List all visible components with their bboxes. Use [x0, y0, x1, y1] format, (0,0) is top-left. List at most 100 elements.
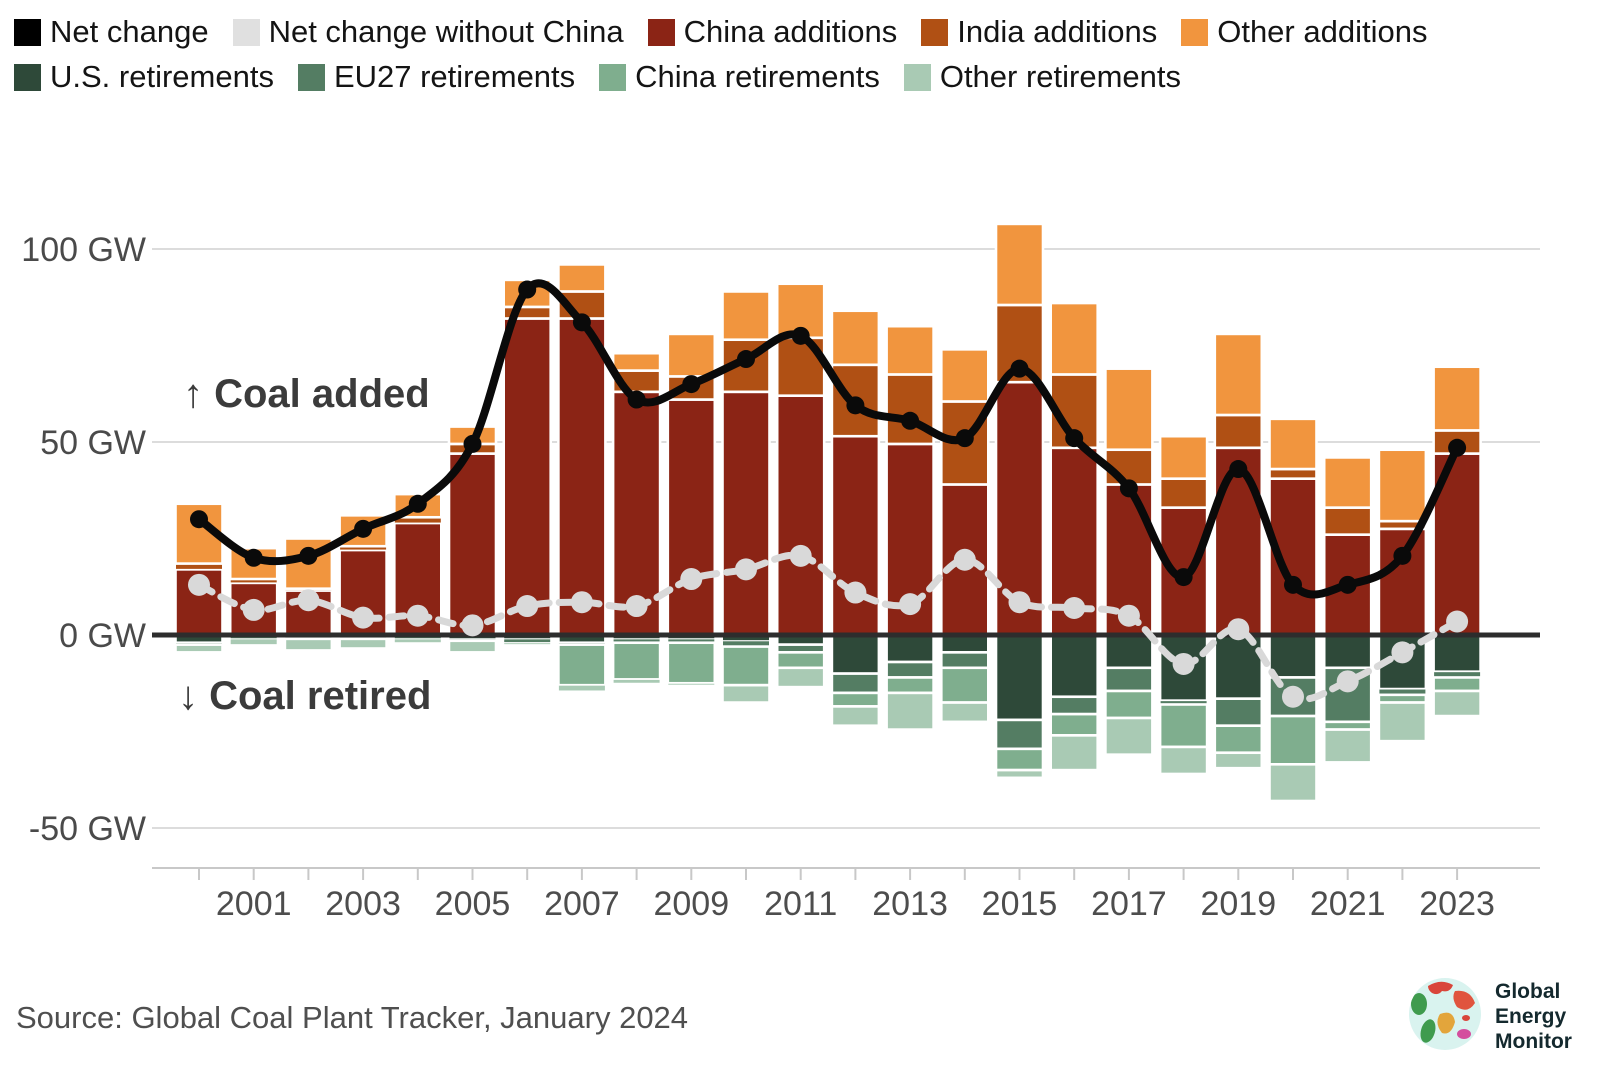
retirements-bar-segment [1268, 633, 1318, 679]
retirements-bar-segment [885, 660, 935, 679]
net-change-dot [846, 396, 865, 415]
additions-bar-segment [939, 348, 990, 403]
net-change-dot [627, 390, 646, 409]
retirements-bar-segment [283, 637, 334, 652]
x-axis-tick-label: 2019 [1200, 885, 1276, 923]
logo-text-line: Energy [1495, 1005, 1567, 1028]
net-change-without-china-dot [242, 598, 265, 621]
legend-swatch [232, 18, 260, 46]
net-change-dot [737, 350, 755, 369]
retirements-bar-segment [994, 718, 1045, 751]
y-axis-tick-label: 0 GW [59, 617, 146, 655]
x-axis-tick-label: 2001 [216, 885, 292, 923]
retirements-bar-segment [338, 637, 388, 650]
additions-bar-segment [1377, 527, 1428, 637]
retirements-bar-segment [1213, 697, 1264, 728]
retirements-bar-segment [503, 642, 552, 646]
retirements-bar-segment [1049, 695, 1099, 716]
net-change-dot [1010, 359, 1029, 378]
additions-bar-segment [1322, 506, 1373, 536]
additions-bar-segment [830, 434, 881, 637]
legend-label: India additions [957, 14, 1158, 49]
retirements-bar-segment [939, 633, 990, 654]
net-change-without-china-dot [1446, 610, 1469, 633]
net-change-without-china-dot [1282, 685, 1304, 708]
net-change-dot [1065, 429, 1084, 448]
legend-swatch [921, 18, 949, 46]
retirements-bar-segment [830, 691, 881, 708]
additions-bar-segment [1213, 413, 1264, 450]
net-change-without-china-dot [1008, 591, 1031, 614]
source-caption: Source: Global Coal Plant Tracker, Janua… [16, 1000, 689, 1035]
retirements-bar-segment [557, 684, 606, 692]
net-change-without-china-dot [297, 589, 320, 612]
net-change-without-china-dot [1391, 641, 1414, 664]
additions-bar-segment [994, 303, 1045, 384]
retirements-bar-segment [667, 682, 716, 686]
net-change-without-china-dot [406, 604, 429, 627]
retirements-bar-segment [939, 666, 990, 704]
legend-swatch [903, 63, 931, 91]
legend-item: China retirements [599, 59, 880, 95]
net-change-dot [463, 434, 482, 453]
net-change-without-china-dot [735, 558, 757, 581]
legend-label: EU27 retirements [333, 59, 576, 94]
retirements-bar-segment [174, 643, 224, 654]
additions-bar-segment [885, 324, 935, 376]
net-change-dot [901, 411, 920, 430]
legend-item: Other additions [1181, 14, 1427, 50]
retirements-bar-segment [1268, 763, 1318, 803]
additions-bar-segment [1213, 332, 1264, 417]
legend-item: China additions [647, 14, 898, 50]
additions-bar-segment [1158, 477, 1209, 509]
additions-bar-segment [447, 452, 498, 637]
globe-icon [1409, 978, 1481, 1050]
retirements-bar-segment [1432, 633, 1482, 673]
net-change-dot [354, 519, 373, 538]
net-change-without-china-dot [1063, 596, 1086, 619]
net-change-dot [408, 494, 427, 513]
legend-label: China additions [683, 14, 898, 49]
retirements-bar-segment [775, 651, 826, 670]
gem-logo: Global Energy Monitor [1408, 976, 1572, 1054]
net-change-dot [299, 546, 318, 565]
net-change-dot [190, 510, 208, 529]
retirements-bar-segment [612, 678, 661, 684]
additions-bar-segment [1158, 434, 1209, 480]
legend-swatch [1181, 18, 1209, 46]
retirements-bar-segment [1432, 676, 1482, 693]
retirements-bar-segment [1049, 633, 1099, 699]
additions-bar-segment [721, 290, 771, 342]
net-change-without-china-dot [188, 573, 210, 596]
additions-bar-segment [1268, 467, 1318, 480]
net-change-dot [1119, 479, 1138, 498]
chart-legend: Net change Net change without China China … [14, 14, 1451, 104]
retirements-bar-segment [939, 651, 990, 670]
legend-label: China retirements [635, 59, 880, 94]
legend-swatch [14, 63, 41, 91]
logo-text: Global Energy Monitor [1495, 976, 1572, 1054]
net-change-dot [572, 313, 591, 332]
additions-bar-segment [1432, 365, 1482, 432]
retirements-bar-segment [939, 701, 990, 724]
logo-text-line: Monitor [1495, 1030, 1572, 1053]
net-change-dot [1174, 568, 1193, 587]
legend-item: EU27 retirements [297, 59, 576, 95]
retirements-bar-segment [1322, 728, 1373, 764]
retirements-bar-segment [1104, 689, 1154, 720]
additions-bar-segment [1213, 446, 1264, 637]
additions-bar-segment [1268, 417, 1318, 471]
additions-bar-segment [557, 263, 607, 293]
net-change-without-china-dot [1227, 618, 1250, 641]
legend-label: U.S. retirements [50, 59, 274, 94]
net-change-without-china-dot [570, 591, 593, 614]
retirements-bar-segment [775, 666, 826, 689]
retirements-bar-segment [830, 633, 881, 675]
net-change-dot [1448, 438, 1467, 457]
legend-label: Net change without China [268, 14, 624, 49]
additions-bar-segment [721, 390, 771, 637]
retirements-bar-segment [1049, 712, 1099, 737]
net-change-dot [1338, 575, 1357, 594]
net-change-dot [1229, 460, 1248, 479]
retirements-bar-segment [1104, 716, 1154, 756]
